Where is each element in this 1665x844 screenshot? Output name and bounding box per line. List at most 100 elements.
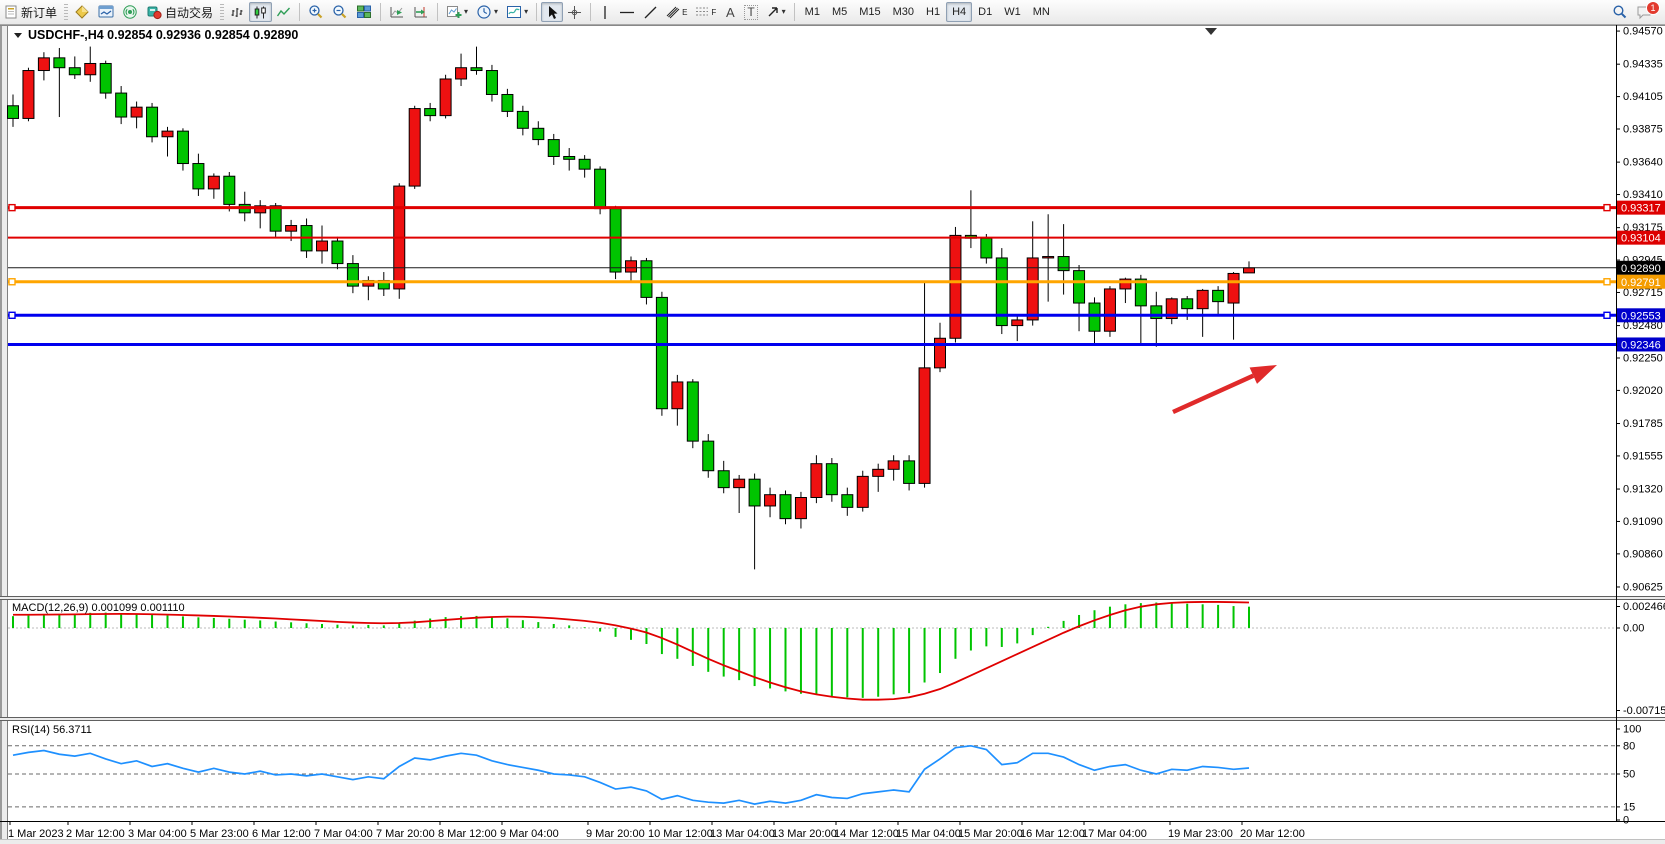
- crosshair-icon: [568, 5, 582, 19]
- chevron-down-icon[interactable]: ▾: [524, 7, 529, 16]
- chevron-down-icon[interactable]: ▾: [494, 7, 499, 16]
- price-tick-label: 0.94335: [1623, 59, 1663, 71]
- panel-separator[interactable]: [0, 596, 1665, 600]
- text-label-tool[interactable]: T: [740, 2, 761, 22]
- tile-windows-icon: [357, 5, 372, 18]
- time-tick-label: 17 Mar 04:00: [1082, 828, 1147, 840]
- macd-tick-label: -0.007157: [1623, 705, 1665, 717]
- auto-trading-button[interactable]: 自动交易: [142, 2, 217, 22]
- toolbar-grip: [64, 3, 69, 21]
- panel-separator[interactable]: [0, 717, 1665, 721]
- rsi-panel: RSI(14) 56.3711: [8, 724, 1616, 808]
- chart-canvas[interactable]: USDCHF-,H4 0.92854 0.92936 0.92854 0.928…: [0, 25, 1665, 844]
- fibonacci-tool[interactable]: F: [691, 2, 720, 22]
- candle-bear: [331, 240, 344, 265]
- candle-bull: [810, 463, 823, 499]
- fibonacci-icon: [696, 7, 709, 15]
- trendline-icon: [644, 6, 657, 18]
- symbol-dropdown-icon[interactable]: [14, 33, 22, 38]
- timeframe-button-M15[interactable]: M15: [859, 6, 881, 18]
- vertical-line-icon: [604, 5, 606, 19]
- market-watch-button[interactable]: [70, 2, 94, 22]
- price-tick-label: 0.94105: [1623, 91, 1663, 103]
- candle-bull: [1103, 288, 1116, 332]
- zoom-in-icon: [309, 5, 323, 19]
- chart-shift-button[interactable]: [409, 2, 433, 22]
- text-tool[interactable]: A: [720, 2, 740, 22]
- candlestick-chart-button[interactable]: [249, 2, 273, 22]
- candle-bear: [1088, 302, 1101, 332]
- price-tick-label: 0.92480: [1623, 320, 1663, 332]
- candle-bear: [594, 168, 607, 210]
- zoom-out-button[interactable]: [328, 2, 352, 22]
- templates-button[interactable]: ▾: [502, 2, 532, 22]
- hline-handle-left[interactable]: [8, 203, 16, 212]
- candle-bear: [825, 463, 838, 496]
- shift-marker[interactable]: [1205, 28, 1217, 35]
- tile-windows-button[interactable]: [352, 2, 376, 22]
- timeframe-button-M1[interactable]: M1: [804, 6, 820, 18]
- candle-bull: [671, 381, 684, 410]
- timeframe-button-D1[interactable]: D1: [978, 6, 993, 18]
- timeframe-button-M30[interactable]: M30: [892, 6, 915, 18]
- candle-bear: [779, 494, 792, 520]
- auto-scroll-icon: [390, 7, 404, 18]
- hline-handle-right[interactable]: [1603, 278, 1611, 286]
- bar-chart-button[interactable]: [226, 2, 249, 22]
- axis-badge-0.92791: [1617, 274, 1665, 289]
- timeframe-button-W1[interactable]: W1: [1004, 6, 1021, 18]
- hline-handle-right[interactable]: [1603, 311, 1611, 319]
- rsi-tick-label: 0: [1623, 815, 1629, 827]
- hline-handle-right[interactable]: [1603, 203, 1611, 212]
- crosshair-tool-button[interactable]: [563, 2, 586, 22]
- price-tick-label: 0.94570: [1623, 26, 1663, 38]
- timeframe-button-M5[interactable]: M5: [831, 6, 848, 18]
- new-order-button[interactable]: 新订单: [1, 2, 61, 22]
- time-tick-label: 1 Mar 2023: [8, 828, 64, 840]
- timeframe-button-H1[interactable]: H1: [926, 6, 941, 18]
- trendline-tool[interactable]: [639, 2, 662, 22]
- cursor-tool-button[interactable]: [541, 2, 564, 22]
- auto-trading-label: 自动交易: [165, 5, 214, 20]
- candle-bear: [146, 106, 159, 138]
- hline-handle-left[interactable]: [8, 278, 16, 286]
- chart-shift-icon: [414, 7, 428, 18]
- vertical-line-tool[interactable]: [595, 2, 615, 22]
- zoom-in-button[interactable]: [304, 2, 328, 22]
- macd-tick-label: 0.002466: [1623, 601, 1665, 613]
- notifications-button[interactable]: 1: [1632, 1, 1660, 22]
- time-tick-label: 9 Mar 04:00: [500, 828, 559, 840]
- data-window-button[interactable]: [94, 2, 118, 22]
- candle-bear: [609, 208, 622, 273]
- search-button[interactable]: [1608, 2, 1632, 22]
- time-tick-label: 13 Mar 20:00: [772, 828, 837, 840]
- line-chart-button[interactable]: [272, 2, 295, 22]
- candle-bear: [346, 263, 359, 287]
- chart-window: USDCHF-,H4 0.92854 0.92936 0.92854 0.928…: [0, 25, 1665, 844]
- candle-bear: [223, 175, 236, 205]
- data-window-icon: [98, 5, 114, 18]
- arrows-tool[interactable]: ▾: [762, 2, 790, 22]
- fibo-sub-label: F: [711, 7, 717, 17]
- periods-button[interactable]: ▾: [472, 2, 502, 22]
- equidistant-channel-tool[interactable]: E: [662, 2, 691, 22]
- trend-arrow-head[interactable]: [1249, 365, 1277, 384]
- timeframe-button-MN[interactable]: MN: [1032, 6, 1050, 18]
- candle-bull: [84, 62, 97, 76]
- hline-handle-left[interactable]: [8, 311, 16, 319]
- timeframe-button-H4[interactable]: H4: [946, 2, 973, 22]
- trend-arrow[interactable]: [1172, 373, 1255, 415]
- candle-bear: [68, 67, 81, 76]
- signals-button[interactable]: [118, 2, 142, 22]
- chevron-down-icon[interactable]: ▾: [781, 7, 786, 16]
- chevron-down-icon[interactable]: ▾: [464, 7, 469, 16]
- horizontal-line-tool[interactable]: [615, 2, 639, 22]
- indicators-button[interactable]: ▾: [442, 2, 472, 22]
- auto-scroll-button[interactable]: [385, 2, 409, 22]
- candle-bear: [424, 108, 437, 117]
- line-chart-icon: [276, 7, 291, 16]
- candle-bull: [161, 130, 174, 138]
- price-tick-label: 0.92250: [1623, 352, 1663, 364]
- time-tick-label: 15 Mar 20:00: [958, 828, 1023, 840]
- candle-bear: [532, 127, 545, 141]
